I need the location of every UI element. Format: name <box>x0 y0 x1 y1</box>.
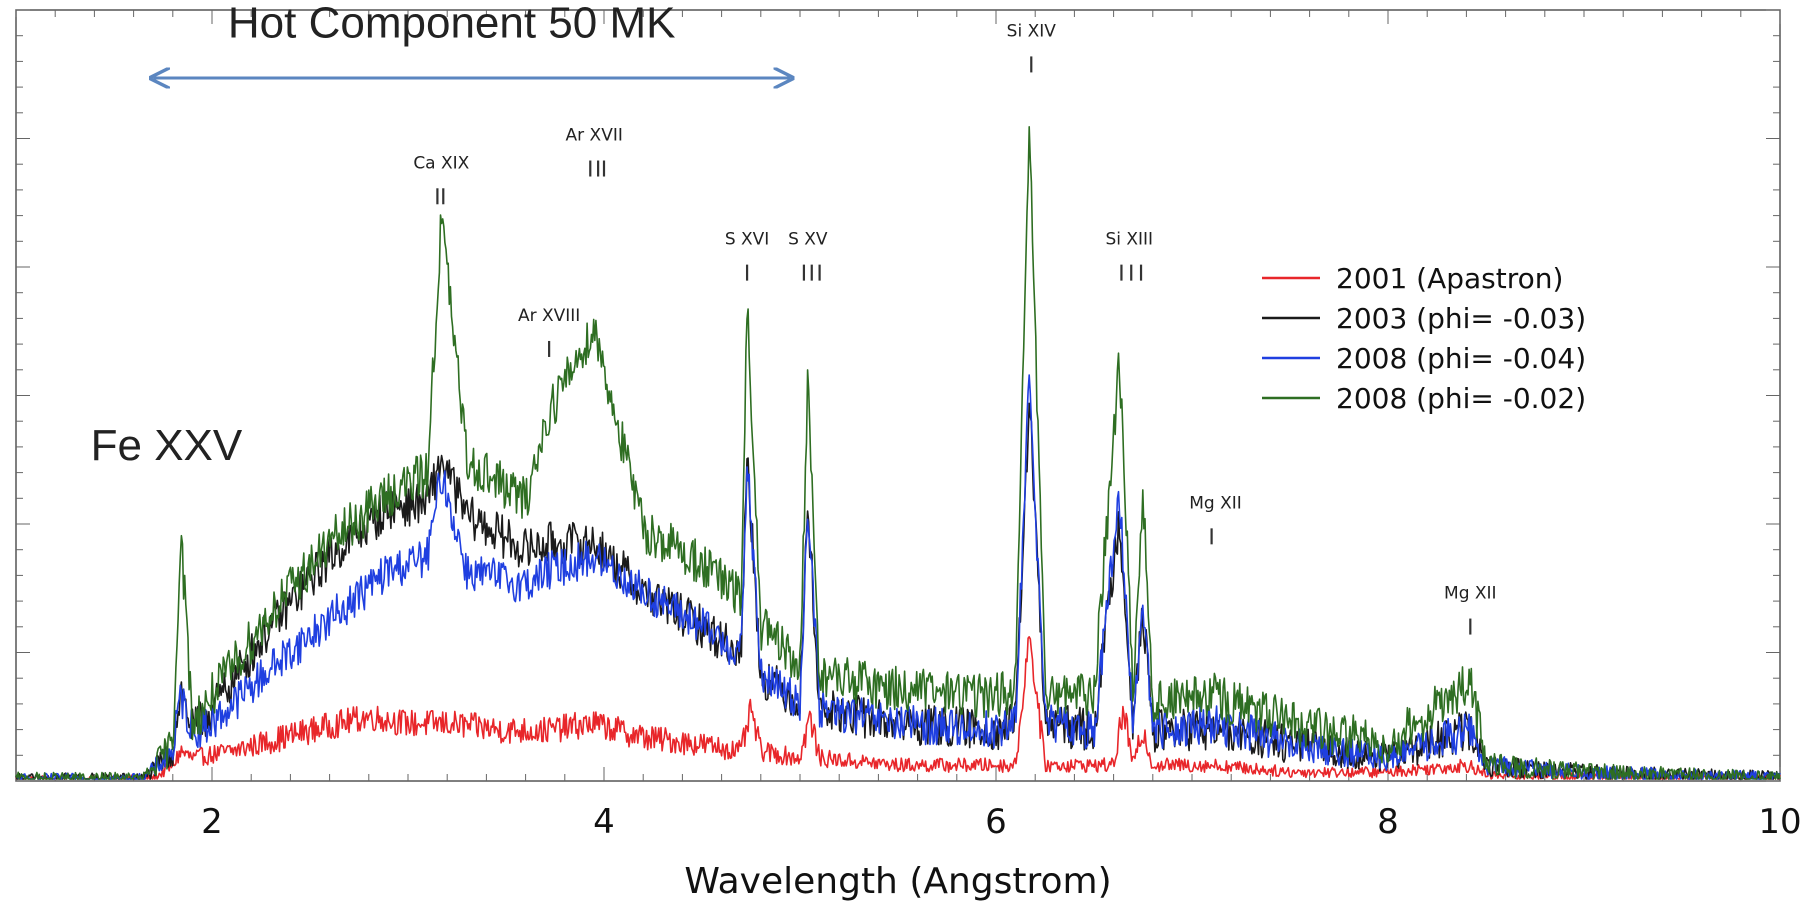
series-line <box>15 126 1781 780</box>
line-id-label: Mg XII <box>1189 493 1242 513</box>
x-tick-label: 2 <box>201 802 223 842</box>
hot-component-label: Hot Component 50 MK <box>228 0 676 48</box>
line-id-label: Si XIV <box>1007 21 1057 41</box>
x-tick-label: 6 <box>985 802 1007 842</box>
line-id-label: Ar XVIII <box>518 306 580 326</box>
line-id-label: S XVI <box>725 230 769 250</box>
series-layer <box>15 126 1781 780</box>
minor-ticks <box>15 9 1781 782</box>
legend-entry: 2001 (Apastron) <box>1336 262 1563 295</box>
x-tick-label: 4 <box>593 802 615 842</box>
series-line <box>15 374 1781 780</box>
series-line <box>15 636 1781 780</box>
line-id-label: Ar XVII <box>566 126 623 146</box>
line-id-label: Fe XXV <box>91 421 243 470</box>
legend-entry: 2008 (phi= -0.04) <box>1336 342 1586 375</box>
x-tick-label: 10 <box>1758 802 1801 842</box>
legend: 2001 (Apastron) 2003 (phi= -0.03) 2008 (ph… <box>1262 262 1586 415</box>
legend-entry: 2003 (phi= -0.03) <box>1336 302 1586 335</box>
line-id-label: Ca XIX <box>413 153 469 173</box>
x-tick-label: 8 <box>1377 802 1399 842</box>
legend-entry: 2008 (phi= -0.02) <box>1336 382 1586 415</box>
x-axis-ticks: 2 4 6 8 10 <box>201 802 1801 842</box>
line-id-label: Si XIII <box>1105 230 1153 250</box>
line-id-label: S XV <box>788 230 828 250</box>
annotation-layer: Hot Component 50 MKROSAT Band <box>153 0 1721 78</box>
x-axis-title: Wavelength (Angstrom) <box>684 861 1111 902</box>
line-id-layer: Fe XXV Ca XIX Ar XVII Ar XVIII S XVI S XV Si X… <box>91 21 1497 635</box>
line-id-label: Mg XII <box>1444 584 1497 604</box>
